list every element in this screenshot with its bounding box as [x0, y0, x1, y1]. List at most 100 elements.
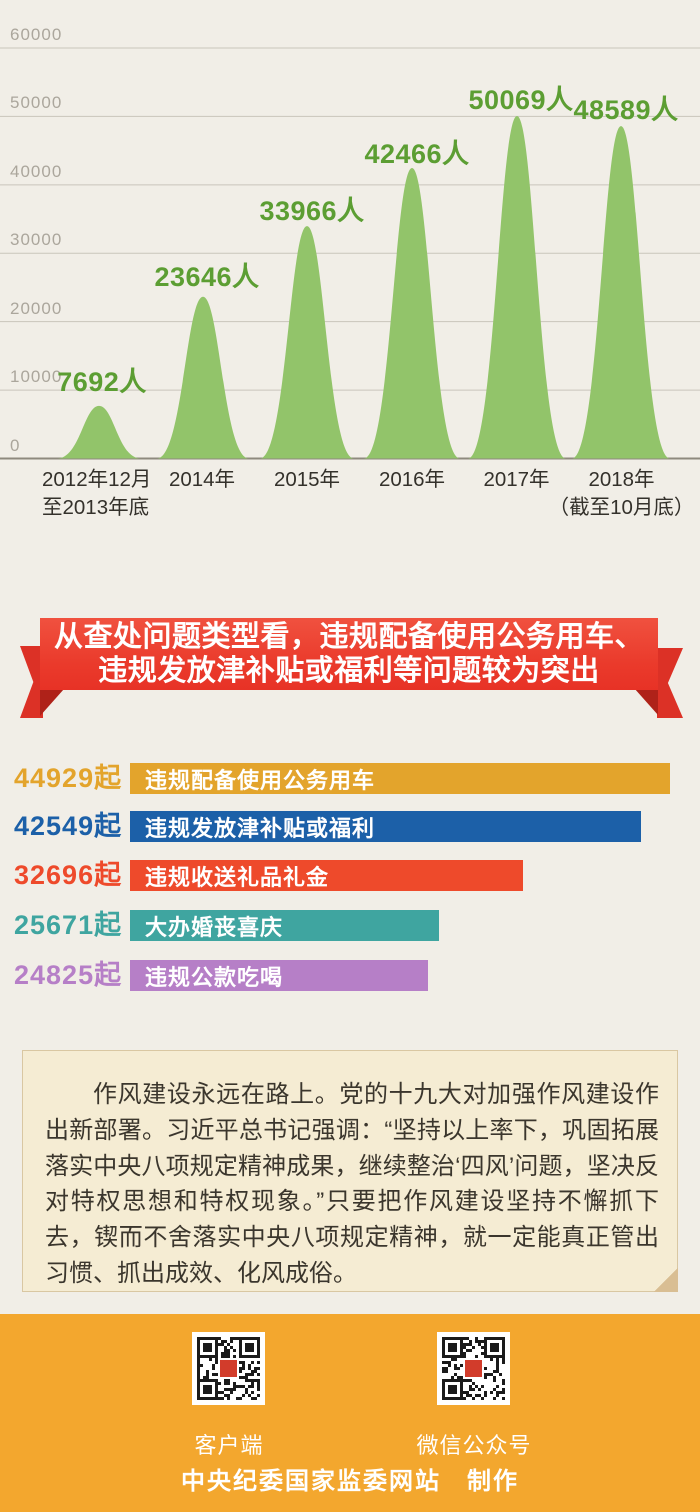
qr-module	[484, 1367, 487, 1370]
qr-module	[236, 1364, 239, 1367]
qr-module	[245, 1379, 248, 1382]
qr-module	[218, 1343, 221, 1346]
qr-module	[206, 1373, 209, 1376]
qr-module	[236, 1385, 239, 1388]
qr-module	[496, 1394, 499, 1397]
qr-module	[442, 1391, 445, 1394]
qr-module	[448, 1364, 451, 1367]
qr-module	[197, 1346, 200, 1349]
qr-module	[257, 1382, 260, 1385]
qr-module	[469, 1343, 472, 1346]
qr-module	[478, 1394, 481, 1397]
qr-module	[212, 1373, 215, 1376]
y-tick-label: 40000	[10, 161, 63, 181]
qr-module	[239, 1376, 242, 1379]
qr-module	[442, 1343, 445, 1346]
qr-module	[215, 1373, 218, 1376]
qr-module	[481, 1358, 484, 1361]
qr-module	[481, 1346, 484, 1349]
ribbon-title-line-1: 从查处问题类型看，违规配备使用公务用车、	[53, 621, 644, 653]
qr-module	[496, 1367, 499, 1370]
qr-module	[224, 1355, 227, 1358]
qr-module	[227, 1343, 230, 1346]
qr-module	[472, 1388, 475, 1391]
footer-bar: 客户端 微信公众号 中央纪委国家监委网站 制作	[0, 1314, 700, 1512]
peak-value-label: 42466人	[364, 139, 470, 169]
qr-module	[245, 1346, 248, 1349]
qr-module	[257, 1385, 260, 1388]
qr-module	[466, 1391, 469, 1394]
qr-module	[257, 1352, 260, 1355]
qr-module	[454, 1391, 457, 1394]
qr-module	[451, 1391, 454, 1394]
qr-module	[448, 1388, 451, 1391]
data-peak	[57, 405, 141, 459]
qr-module	[197, 1385, 200, 1388]
qr-module	[442, 1340, 445, 1343]
qr-module	[233, 1385, 236, 1388]
qr-module	[206, 1355, 209, 1358]
qr-module	[221, 1355, 224, 1358]
bar-category-label: 违规配备使用公务用车	[145, 767, 376, 793]
qr-module	[200, 1397, 203, 1400]
qr-module	[499, 1355, 502, 1358]
qr-module	[254, 1397, 257, 1400]
qr-module	[460, 1343, 463, 1346]
qr-module	[197, 1361, 200, 1364]
qr-module	[451, 1388, 454, 1391]
x-axis-label: 2014年	[168, 468, 236, 491]
qr-module	[475, 1337, 478, 1340]
qr-module	[200, 1337, 203, 1340]
qr-module	[242, 1364, 245, 1367]
qr-module	[215, 1361, 218, 1364]
producer-credit: 中央纪委国家监委网站 制作	[181, 1468, 519, 1495]
qr-module	[218, 1373, 221, 1376]
qr-module	[451, 1397, 454, 1400]
qr-module	[448, 1379, 451, 1382]
qr-module	[469, 1340, 472, 1343]
bar-category-label: 违规公款吃喝	[145, 964, 284, 990]
bar-category-label: 大办婚丧喜庆	[145, 914, 284, 940]
qr-module	[197, 1340, 200, 1343]
qr-module	[209, 1388, 212, 1391]
qr-module	[496, 1337, 499, 1340]
qr-module	[460, 1352, 463, 1355]
qr-module	[215, 1388, 218, 1391]
qr-module	[209, 1358, 212, 1361]
qr-module	[490, 1349, 493, 1352]
qr-module	[248, 1355, 251, 1358]
qr-module	[490, 1343, 493, 1346]
qr-module	[496, 1358, 499, 1361]
qr-module	[224, 1394, 227, 1397]
qr-module	[499, 1373, 502, 1376]
qr-module	[251, 1337, 254, 1340]
qr-module	[448, 1361, 451, 1364]
qr-module	[257, 1343, 260, 1346]
ribbon-fold-left	[40, 689, 64, 716]
qr-module	[448, 1355, 451, 1358]
qr-module	[445, 1370, 448, 1373]
qr-module	[242, 1385, 245, 1388]
qr-module	[481, 1385, 484, 1388]
qr-module	[197, 1388, 200, 1391]
qr-module	[481, 1340, 484, 1343]
qr-module	[221, 1397, 224, 1400]
qr-module	[215, 1355, 218, 1358]
qr-module	[197, 1376, 200, 1379]
qr-module	[224, 1379, 227, 1382]
qr-module	[224, 1346, 227, 1349]
peak-value-label: 48589人	[573, 95, 679, 125]
qr-module	[218, 1337, 221, 1340]
commentary-text: 作风建设永远在路上。党的十九大对加强作风建设作出新部署。习近平总书记强调：“坚持…	[45, 1081, 659, 1287]
qr-module	[239, 1337, 242, 1340]
bar-row: 25671起 大办婚丧喜庆	[0, 910, 700, 941]
qr-module	[197, 1382, 200, 1385]
qr-module	[502, 1340, 505, 1343]
qr-module	[454, 1337, 457, 1340]
qr-module	[478, 1340, 481, 1343]
qr-module	[448, 1346, 451, 1349]
qr-module	[454, 1367, 457, 1370]
qr-module	[251, 1349, 254, 1352]
qr-module	[454, 1373, 457, 1376]
qr-module	[236, 1367, 239, 1370]
